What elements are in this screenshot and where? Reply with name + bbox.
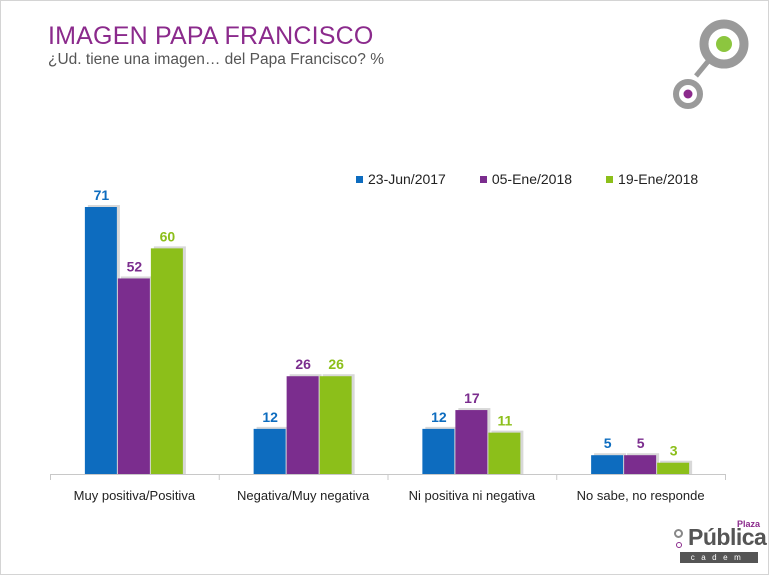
plaza-publica-logo: Plaza Pública cadem <box>670 519 767 567</box>
logo-publica-text: Pública <box>688 524 767 550</box>
brand-logo-icon <box>673 19 749 109</box>
logo-dot-icon <box>676 542 682 548</box>
data-label: 26 <box>295 356 311 372</box>
bar <box>150 248 183 474</box>
bar <box>422 428 455 474</box>
data-label: 60 <box>160 228 176 244</box>
data-label: 11 <box>497 413 512 429</box>
data-label: 17 <box>464 390 480 406</box>
logo-ring-large <box>699 19 749 69</box>
data-label: 3 <box>670 443 678 459</box>
x-tick-label: Ni positiva ni negativa <box>409 488 536 503</box>
chart-legend: 23-Jun/2017 05-Ene/2018 19-Ene/2018 <box>356 171 732 187</box>
data-label: 26 <box>328 356 344 372</box>
logo-dot-purple <box>683 89 693 99</box>
page-title: IMAGEN PAPA FRANCISCO <box>48 22 374 50</box>
bar <box>657 462 690 474</box>
bar <box>591 455 624 474</box>
bar <box>455 410 488 474</box>
data-label: 5 <box>604 435 612 451</box>
logo-dot-green <box>716 36 732 52</box>
page-subtitle: ¿Ud. tiene una imagen… del Papa Francisc… <box>48 51 385 68</box>
legend-item-series3: 19-Ene/2018 <box>606 171 698 187</box>
logo-ring-small <box>673 79 703 109</box>
bar <box>624 455 657 474</box>
legend-item-series2: 05-Ene/2018 <box>479 171 573 187</box>
legend-swatch-series2 <box>479 175 487 183</box>
logo-connector <box>694 57 712 78</box>
legend-label-series3: 19-Ene/2018 <box>618 171 699 187</box>
x-tick-label: Negativa/Muy negativa <box>237 488 370 503</box>
data-label: 12 <box>262 409 278 425</box>
data-label: 71 <box>94 187 110 203</box>
bar <box>319 376 352 474</box>
legend-item-series1: 23-Jun/2017 <box>356 171 446 187</box>
bar <box>117 278 150 474</box>
logo-plaza-text: Plaza <box>736 519 760 529</box>
x-tick-label: No sabe, no responde <box>577 488 705 503</box>
legend-swatch-series1 <box>356 175 363 183</box>
logo-circle-icon <box>674 529 683 538</box>
bar <box>253 428 286 474</box>
legend-swatch-series3 <box>606 175 614 183</box>
legend-label-series2: 05-Ene/2018 <box>491 171 573 187</box>
data-label: 12 <box>431 409 447 425</box>
logo-cadem-text: cadem <box>680 552 758 563</box>
legend-label-series1: 23-Jun/2017 <box>368 171 446 187</box>
bar <box>488 432 521 474</box>
data-label: 52 <box>127 258 143 274</box>
bar <box>286 376 319 474</box>
data-label: 5 <box>637 435 645 451</box>
bar <box>84 207 117 474</box>
x-tick-label: Muy positiva/Positiva <box>74 488 196 503</box>
